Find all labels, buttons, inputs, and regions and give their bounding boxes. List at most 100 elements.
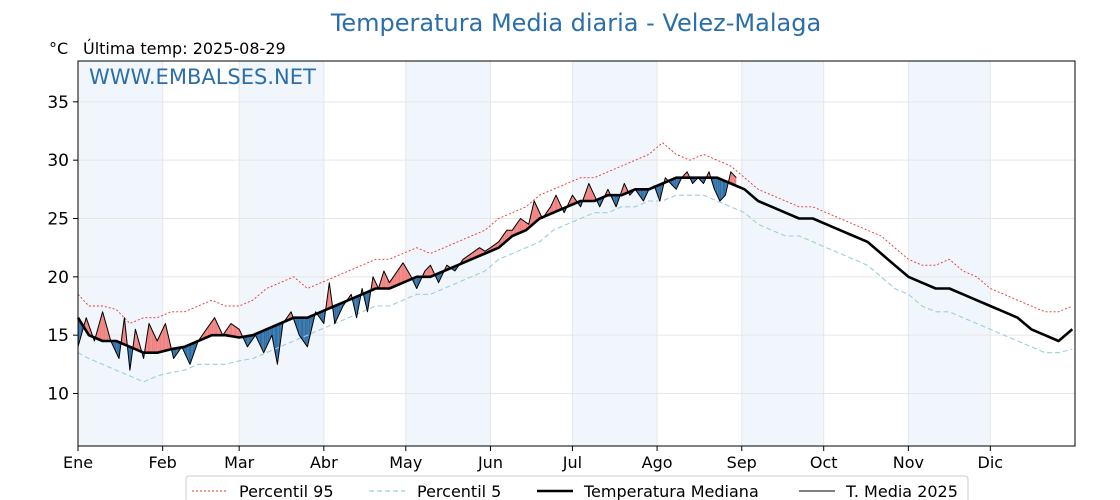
fill-below-median <box>334 305 337 324</box>
fill-above-median <box>213 317 215 336</box>
fill-above-median <box>519 218 521 234</box>
fill-above-median <box>535 203 537 222</box>
fill-above-median <box>161 329 163 352</box>
legend-box <box>185 475 969 500</box>
fill-above-median <box>88 325 91 336</box>
fill-below-median <box>418 276 420 286</box>
fill-above-median <box>427 266 429 277</box>
x-tick-label: May <box>389 453 422 472</box>
x-tick-label: Nov <box>893 453 924 472</box>
fill-above-median <box>101 311 103 341</box>
fill-above-median <box>554 195 557 213</box>
x-tick-label: Mar <box>224 453 255 472</box>
fill-below-median <box>640 189 643 200</box>
fill-above-median <box>153 332 155 353</box>
fill-above-median <box>383 271 386 289</box>
fill-above-median <box>431 268 434 277</box>
fill-above-median <box>149 323 151 353</box>
fill-below-median <box>721 179 723 200</box>
fill-below-median <box>194 342 196 353</box>
month-bands <box>78 61 991 446</box>
fill-below-median <box>256 332 259 341</box>
fill-below-median <box>321 311 323 322</box>
x-tick-label: Jun <box>477 453 503 472</box>
fill-above-median <box>426 268 428 277</box>
fill-above-median <box>165 323 167 351</box>
fill-above-median <box>235 326 237 338</box>
fill-above-median <box>210 321 212 336</box>
fill-above-median <box>588 183 591 201</box>
month-band <box>741 61 824 446</box>
fill-above-median <box>388 279 390 289</box>
fill-above-median <box>401 262 404 284</box>
month-band <box>78 61 163 446</box>
plot-frame <box>77 60 1076 447</box>
month-band <box>239 61 324 446</box>
fill-below-median <box>278 323 281 355</box>
chart-title: Temperatura Media diaria - Velez-Malaga <box>330 9 821 37</box>
fill-below-median <box>307 317 309 347</box>
y-tick-label: 35 <box>47 93 69 113</box>
fill-above-median <box>214 317 216 336</box>
fill-below-median <box>173 348 175 359</box>
fill-above-median <box>474 250 476 259</box>
fill-above-median <box>164 323 166 351</box>
fill-above-median <box>229 323 231 337</box>
fill-below-median <box>261 331 263 350</box>
fill-below-median <box>672 178 674 187</box>
fill-above-median <box>103 316 106 341</box>
fill-above-median <box>403 262 405 283</box>
y-tick-label: 15 <box>47 326 69 346</box>
series-line-percentil-5 <box>77 194 1073 383</box>
x-tick-label: Abr <box>310 453 338 472</box>
fill-below-median <box>189 343 192 365</box>
fill-above-median <box>397 268 399 285</box>
fill-above-median <box>396 270 398 286</box>
fill-below-median <box>724 180 726 197</box>
y-tick-label: 25 <box>47 210 69 230</box>
fill-above-median <box>385 273 387 289</box>
x-tick-label: Dic <box>978 453 1004 472</box>
fill-above-median <box>524 221 526 231</box>
fill-above-median <box>405 267 408 282</box>
series-line-temperatura-mediana <box>76 176 1074 354</box>
fill-below-median <box>715 177 718 196</box>
fill-below-median <box>247 335 249 347</box>
fill-above-median <box>730 171 733 185</box>
fill-above-median <box>233 325 236 337</box>
fill-above-median <box>151 329 154 353</box>
fill-above-median <box>517 220 520 234</box>
fill-above-median <box>476 248 479 257</box>
fill-below-median <box>117 341 119 359</box>
fill-above-median <box>218 326 221 336</box>
fill-above-median <box>237 328 240 338</box>
last-temp-label: Última temp: 2025-08-29 <box>83 39 286 58</box>
fill-above-median <box>138 339 140 351</box>
fill-above-median <box>523 220 525 232</box>
fill-below-median <box>637 189 640 196</box>
x-tick-label: Feb <box>149 453 177 472</box>
legend: Percentil 95 Percentil 5 Temperatura Med… <box>185 475 969 500</box>
fill-above-median <box>392 276 394 288</box>
fill-above-median <box>236 327 238 338</box>
fill-below-median <box>259 331 262 347</box>
fill-below-median <box>722 180 725 199</box>
fill-below-median <box>439 272 442 280</box>
fill-below-median <box>266 328 268 347</box>
month-band <box>908 61 991 446</box>
x-tick-label: Ene <box>63 453 93 472</box>
y-tick-label: 30 <box>47 151 69 171</box>
x-tick-label: Sep <box>727 453 757 472</box>
fill-above-median <box>159 332 162 352</box>
watermark: WWW.EMBALSES.NET <box>89 65 316 89</box>
fill-above-median <box>479 247 481 256</box>
fill-above-median <box>393 274 395 287</box>
y-tick-label: 10 <box>47 385 69 405</box>
fill-above-median <box>329 282 331 309</box>
grid-lines <box>77 61 1075 446</box>
fill-above-median <box>398 266 401 285</box>
fill-above-median <box>733 174 735 186</box>
fill-below-median <box>304 317 307 345</box>
fill-below-median <box>674 177 677 190</box>
fill-below-median <box>642 189 644 201</box>
